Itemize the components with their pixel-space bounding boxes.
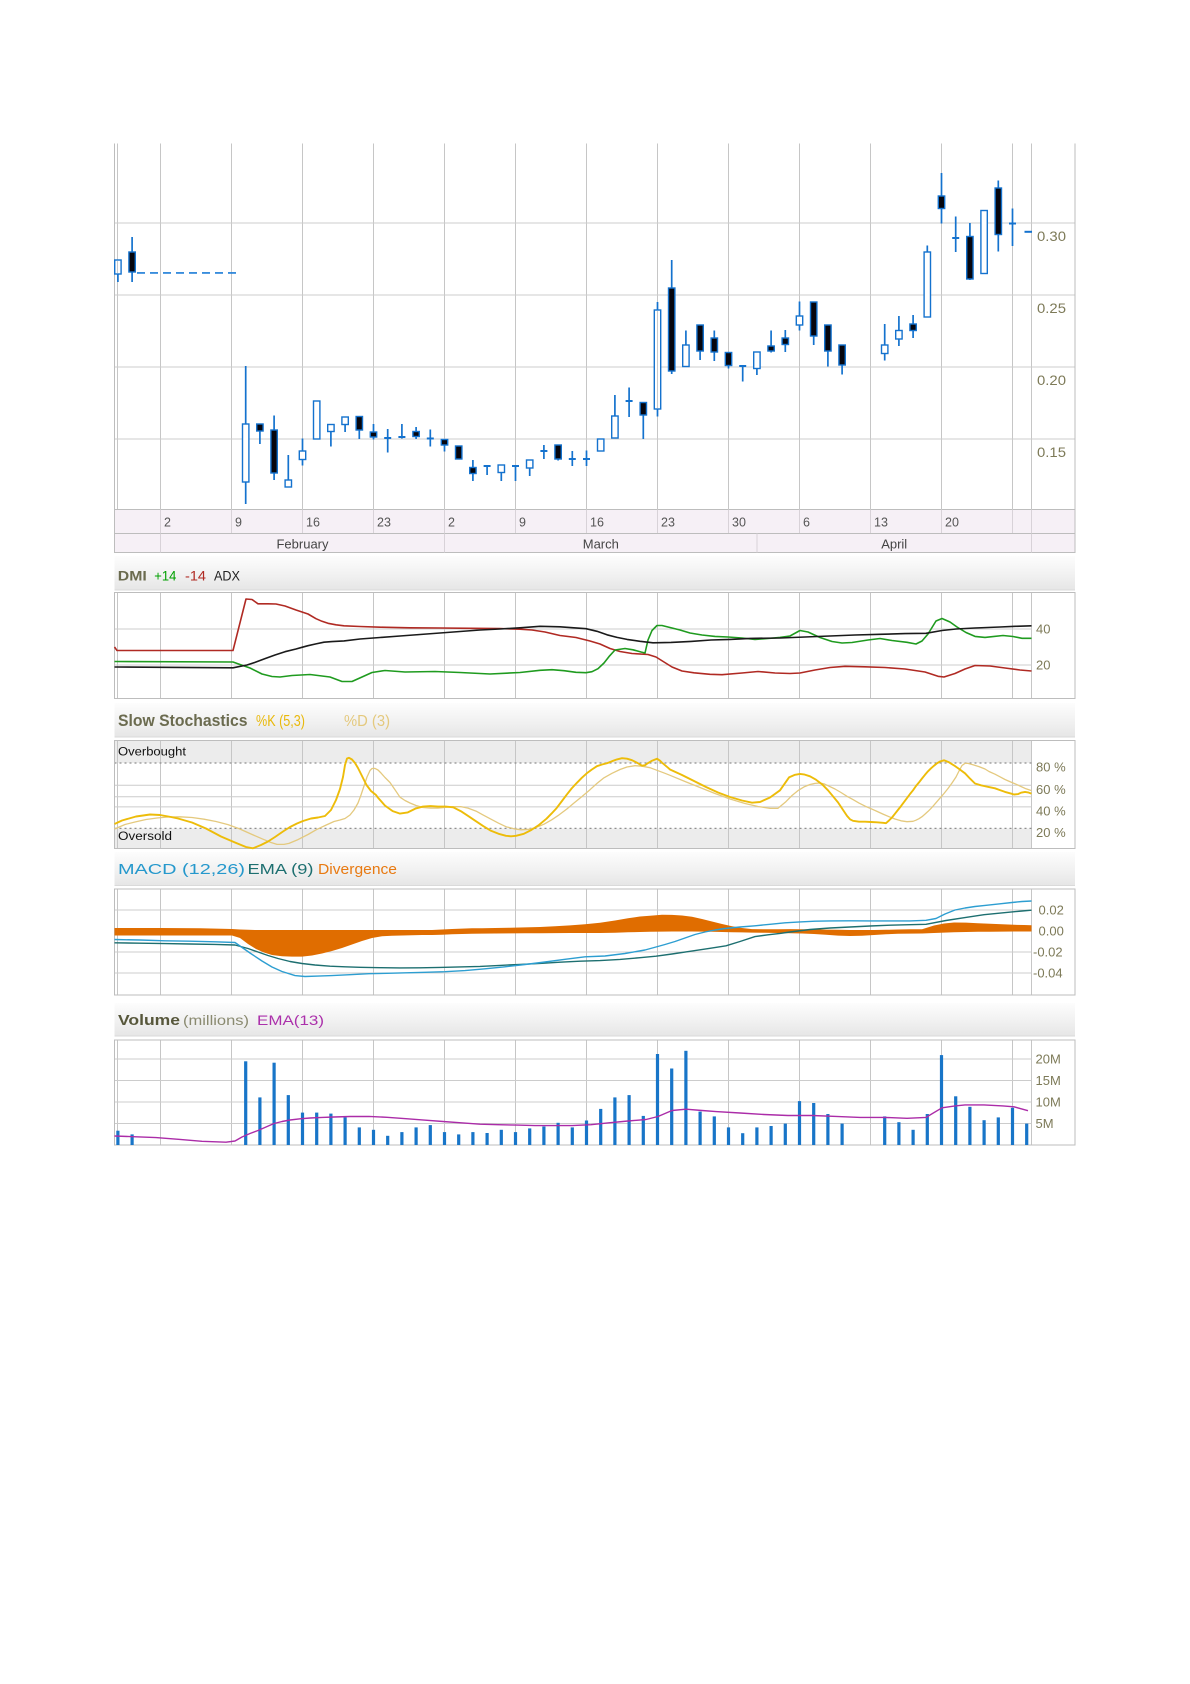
svg-text:30: 30 <box>732 516 746 530</box>
svg-text:%K (5,3): %K (5,3) <box>256 713 305 730</box>
svg-text:80 %: 80 % <box>1036 760 1066 775</box>
svg-text:23: 23 <box>661 516 675 530</box>
svg-text:EMA (9): EMA (9) <box>248 861 314 878</box>
svg-text:23: 23 <box>377 516 391 530</box>
svg-text:MACD (12,26): MACD (12,26) <box>118 861 245 878</box>
svg-text:15M: 15M <box>1036 1073 1061 1088</box>
svg-text:20: 20 <box>1036 658 1050 673</box>
svg-text:Overbought: Overbought <box>118 747 187 759</box>
svg-text:March: March <box>583 537 619 552</box>
svg-text:Divergence: Divergence <box>318 861 397 878</box>
svg-text:0.02: 0.02 <box>1039 903 1064 918</box>
svg-text:0.25: 0.25 <box>1037 301 1066 316</box>
svg-text:40 %: 40 % <box>1036 803 1066 818</box>
svg-text:2: 2 <box>448 516 455 530</box>
svg-text:ADX: ADX <box>214 569 240 584</box>
svg-text:Oversold: Oversold <box>118 831 172 843</box>
svg-text:0.15: 0.15 <box>1037 445 1066 460</box>
svg-text:9: 9 <box>235 516 242 530</box>
svg-text:Volume: Volume <box>118 1012 180 1029</box>
svg-text:+14: +14 <box>154 569 176 584</box>
svg-text:0.20: 0.20 <box>1037 373 1066 388</box>
svg-text:0.30: 0.30 <box>1037 229 1066 244</box>
svg-text:5M: 5M <box>1036 1116 1054 1131</box>
svg-text:(millions): (millions) <box>183 1012 249 1028</box>
svg-text:-0.02: -0.02 <box>1033 945 1063 960</box>
svg-text:16: 16 <box>590 516 604 530</box>
svg-text:0.00: 0.00 <box>1039 924 1064 939</box>
svg-text:DMI: DMI <box>118 568 147 584</box>
svg-text:6: 6 <box>803 516 810 530</box>
svg-text:Slow Stochastics: Slow Stochastics <box>118 712 248 730</box>
svg-text:13: 13 <box>874 516 888 530</box>
svg-text:-0.04: -0.04 <box>1033 966 1063 981</box>
svg-text:%D (3): %D (3) <box>344 713 390 730</box>
svg-text:2: 2 <box>164 516 171 530</box>
svg-text:40: 40 <box>1036 622 1050 637</box>
svg-text:EMA(13): EMA(13) <box>257 1012 324 1028</box>
svg-text:-14: -14 <box>185 569 207 584</box>
svg-text:April: April <box>881 537 907 552</box>
svg-text:20M: 20M <box>1036 1052 1061 1067</box>
svg-text:20: 20 <box>945 516 959 530</box>
svg-text:20 %: 20 % <box>1036 825 1066 840</box>
svg-text:10M: 10M <box>1036 1095 1061 1110</box>
svg-text:9: 9 <box>519 516 526 530</box>
svg-text:16: 16 <box>306 516 320 530</box>
svg-text:60 %: 60 % <box>1036 782 1066 797</box>
svg-text:February: February <box>276 537 329 552</box>
